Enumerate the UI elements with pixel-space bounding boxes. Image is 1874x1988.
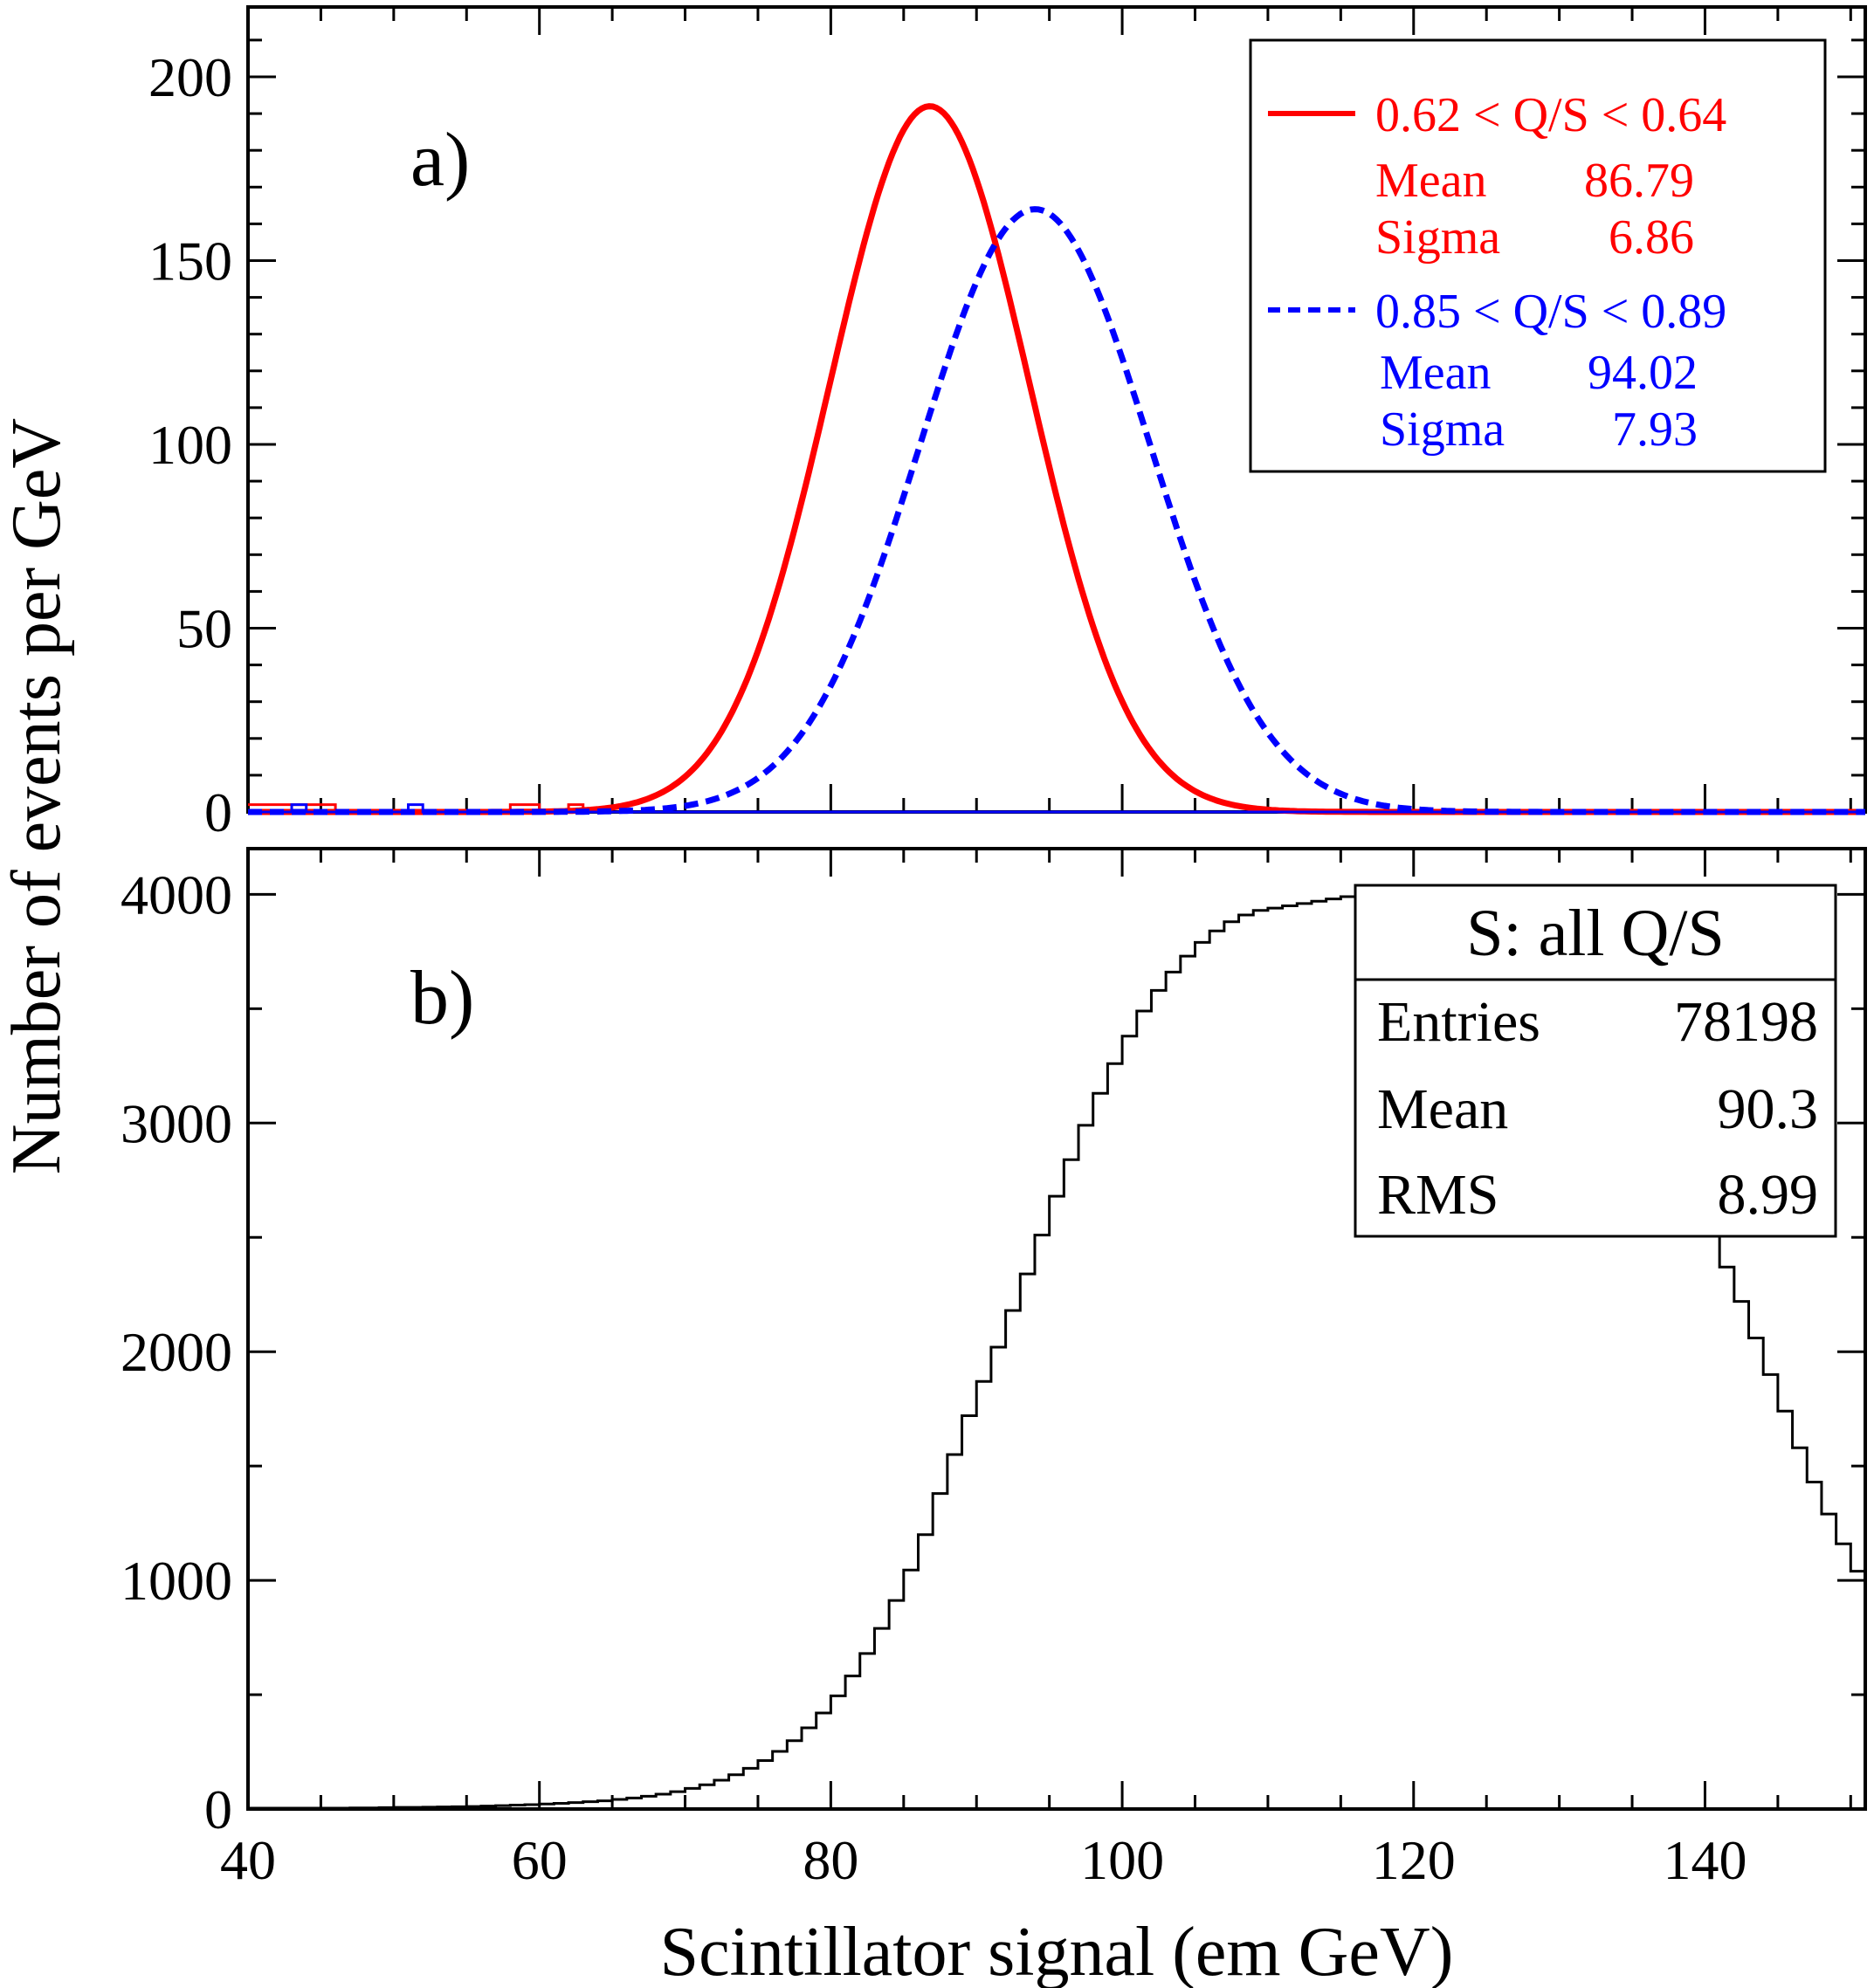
stats-entries-value: 78198 — [1674, 990, 1818, 1054]
y-tick-label: 2000 — [121, 1321, 232, 1383]
stats-box-title: S: all Q/S — [1466, 897, 1725, 970]
y-tick-label: 50 — [176, 597, 232, 659]
stats-rms-value: 8.99 — [1718, 1163, 1819, 1227]
legend-red-mean-label: Mean — [1375, 154, 1487, 208]
legend-blue-mean-label: Mean — [1380, 346, 1492, 400]
panel-a-y-ticks: 0 50 100 150 200 — [148, 38, 1865, 843]
y-tick-label: 100 — [148, 414, 232, 476]
legend-blue-sigma-label: Sigma — [1380, 402, 1505, 457]
x-tick-label: 140 — [1663, 1829, 1747, 1891]
legend-red-sigma-value: 6.86 — [1609, 210, 1694, 265]
legend-blue-mean-value: 94.02 — [1588, 346, 1698, 400]
x-tick-label: 60 — [512, 1829, 568, 1891]
stats-mean-value: 90.3 — [1718, 1077, 1819, 1141]
panel-a-series — [248, 103, 1865, 815]
panel-a-label: a) — [410, 118, 470, 203]
stats-mean-label: Mean — [1377, 1077, 1508, 1141]
stats-box — [1354, 884, 1837, 1238]
y-tick-label: 200 — [148, 46, 232, 108]
panel-b-label: b) — [410, 956, 474, 1041]
panel-b-frame — [246, 847, 1867, 1811]
x-tick-label: 100 — [1080, 1829, 1164, 1891]
x-tick-label: 80 — [803, 1829, 858, 1891]
x-tick-label: 120 — [1372, 1829, 1456, 1891]
y-tick-label: 0 — [204, 781, 232, 843]
y-tick-label: 4000 — [121, 863, 232, 925]
x-axis-title: Scintillator signal (em GeV) — [660, 1914, 1454, 1988]
legend-red-mean-value: 86.79 — [1584, 154, 1694, 208]
legend-red-sigma-label: Sigma — [1375, 210, 1500, 265]
y-axis-title: Number of events per GeV — [0, 418, 75, 1174]
panel-b-y-ticks: 0 1000 2000 3000 4000 — [121, 863, 1865, 1840]
panel-b-x-ticks: 40 60 80 100 120 140 — [220, 849, 1852, 1891]
y-tick-label: 150 — [148, 230, 232, 292]
y-tick-label: 0 — [204, 1778, 232, 1840]
a-fit-curve-3 — [248, 206, 1865, 815]
stats-entries-label: Entries — [1377, 990, 1540, 1054]
legend-blue-sigma-value: 7.93 — [1612, 402, 1698, 457]
y-tick-label: 3000 — [121, 1092, 232, 1154]
x-tick-label: 40 — [220, 1829, 276, 1891]
legend-red-label: 0.62 < Q/S < 0.64 — [1375, 88, 1726, 142]
legend-blue-label: 0.85 < Q/S < 0.89 — [1375, 285, 1726, 339]
y-tick-label: 1000 — [121, 1550, 232, 1612]
stats-rms-label: RMS — [1377, 1163, 1499, 1227]
